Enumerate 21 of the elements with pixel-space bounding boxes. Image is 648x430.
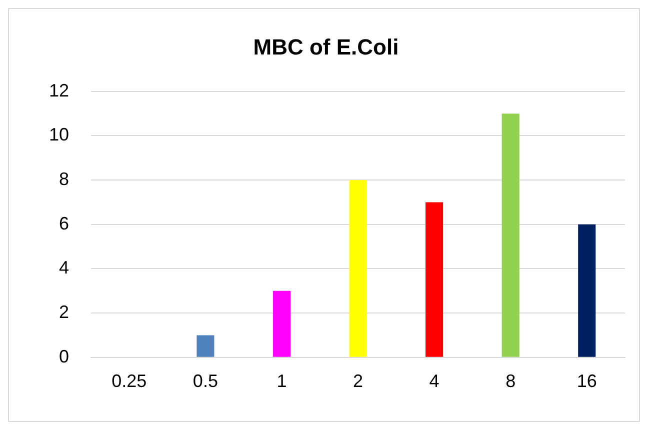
y-tick-label: 12 — [48, 80, 70, 100]
y-tick-label: 0 — [59, 346, 70, 366]
y-tick-label: 8 — [59, 169, 70, 190]
x-tick-label: 2 — [353, 371, 364, 392]
x-tick-label: 16 — [576, 371, 597, 392]
y-tick-label: 2 — [59, 302, 70, 322]
x-tick-label: 4 — [429, 371, 440, 392]
y-tick-label: 10 — [48, 124, 70, 145]
y-tick-label: 6 — [59, 213, 70, 234]
chart-title: MBC of E.Coli — [253, 34, 399, 60]
x-tick-label: 1 — [276, 371, 287, 392]
bar — [578, 224, 596, 357]
bar — [196, 335, 214, 357]
bar — [272, 290, 290, 357]
x-tick-label: 0.5 — [192, 371, 218, 392]
bar — [426, 202, 444, 357]
x-tick-label: 8 — [506, 371, 516, 392]
x-tick-label: 0.25 — [112, 371, 147, 392]
bar — [349, 180, 367, 357]
y-tick-label: 4 — [59, 258, 70, 278]
bar — [502, 114, 520, 357]
